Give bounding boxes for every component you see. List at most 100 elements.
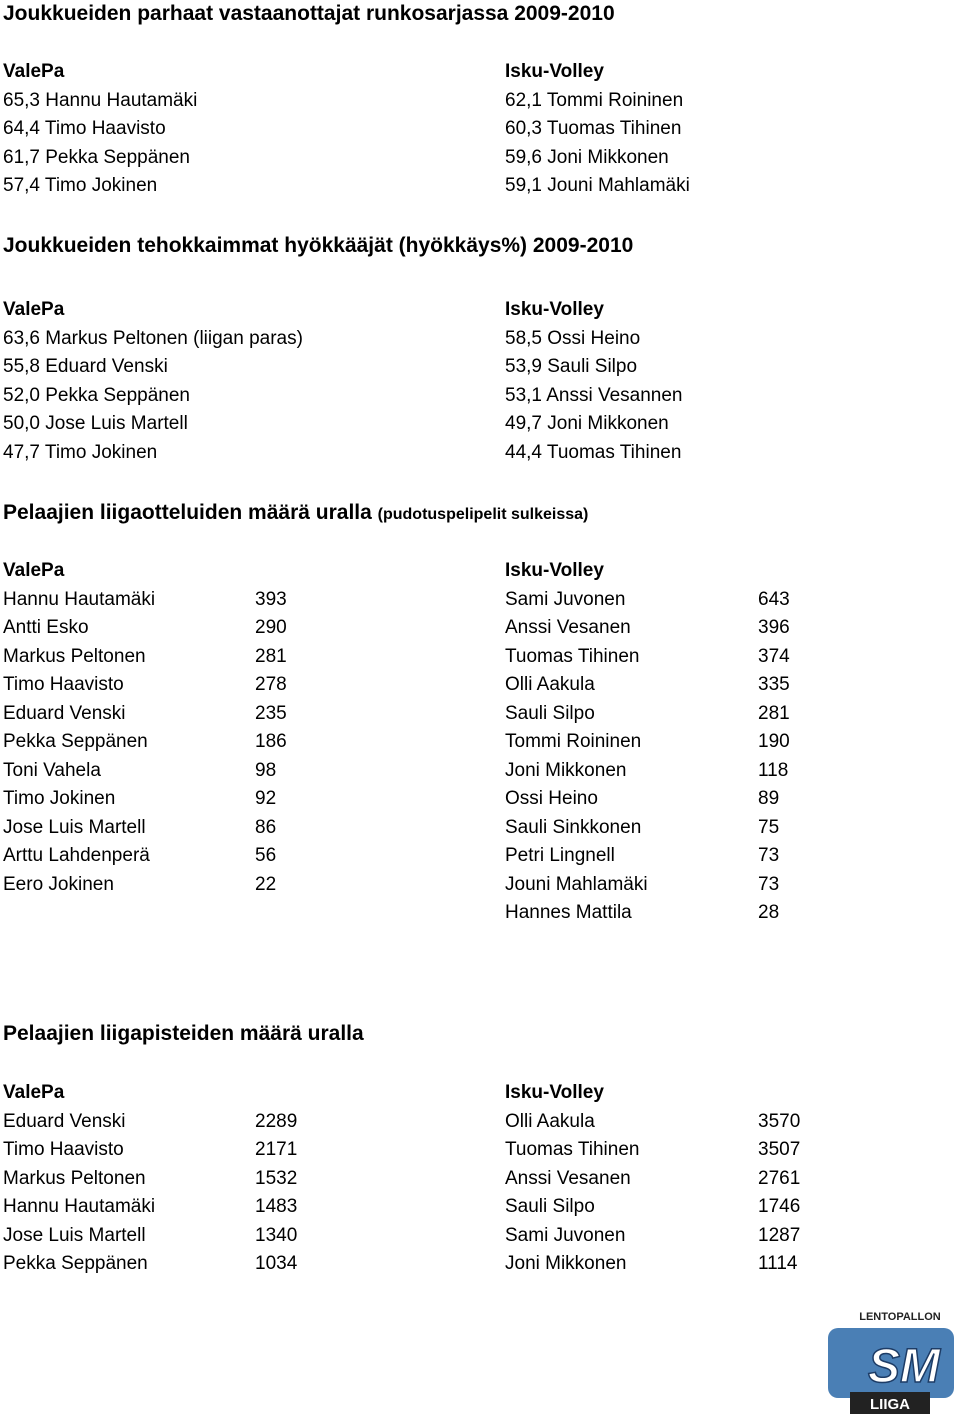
player-row: 63,6 Markus Peltonen (liigan paras) bbox=[3, 327, 303, 349]
player-name: Arttu Lahdenperä bbox=[3, 845, 150, 866]
player-name: Olli Aakula bbox=[505, 674, 595, 695]
logo-bottom: LIIGA bbox=[870, 1396, 910, 1413]
player-value: 1114 bbox=[758, 1253, 798, 1274]
team-name: Isku-Volley bbox=[505, 61, 604, 82]
player-value: 186 bbox=[255, 731, 287, 752]
player-name: Tuomas Tihinen bbox=[505, 1139, 640, 1160]
player-name: Olli Aakula bbox=[505, 1110, 595, 1132]
player-value: 22 bbox=[255, 873, 277, 895]
player-name: Hannu Hautamäki bbox=[3, 588, 156, 610]
player-value: 56 bbox=[255, 845, 277, 866]
team-name: ValePa bbox=[3, 560, 65, 581]
section-title-text: Pelaajien liigaotteluiden määrä uralla bbox=[3, 501, 372, 524]
player-name: Tuomas Tihinen bbox=[505, 645, 640, 667]
player-value: 396 bbox=[758, 617, 790, 638]
player-row: 57,4 Timo Jokinen bbox=[3, 175, 158, 196]
player-value: 89 bbox=[758, 788, 780, 809]
player-name: Markus Peltonen bbox=[3, 1167, 146, 1189]
player-value: 393 bbox=[255, 588, 287, 610]
section-title: Joukkueiden parhaat vastaanottajat runko… bbox=[3, 2, 615, 25]
player-row: 59,1 Jouni Mahlamäki bbox=[505, 175, 690, 196]
player-row: 53,9 Sauli Silpo bbox=[505, 356, 638, 377]
player-value: 1746 bbox=[758, 1196, 801, 1217]
player-name: Timo Haavisto bbox=[3, 1139, 124, 1160]
player-value: 28 bbox=[758, 902, 780, 923]
player-row: 58,5 Ossi Heino bbox=[505, 327, 641, 349]
section-title: Pelaajien liigapisteiden määrä uralla bbox=[3, 1022, 364, 1045]
player-value: 86 bbox=[255, 816, 277, 838]
player-value: 290 bbox=[255, 617, 287, 638]
player-value: 2761 bbox=[758, 1167, 801, 1189]
player-name: Eero Jokinen bbox=[3, 873, 114, 895]
player-value: 75 bbox=[758, 816, 780, 838]
player-name: Ossi Heino bbox=[505, 788, 598, 809]
player-row: 44,4 Tuomas Tihinen bbox=[505, 441, 682, 463]
player-name: Jouni Mahlamäki bbox=[505, 873, 648, 895]
player-name: Sami Juvonen bbox=[505, 588, 626, 610]
team-name: Isku-Volley bbox=[505, 1082, 604, 1103]
player-value: 1483 bbox=[255, 1196, 298, 1217]
player-name: Sauli Silpo bbox=[505, 1196, 595, 1217]
player-value: 73 bbox=[758, 845, 780, 866]
player-value: 374 bbox=[758, 645, 790, 667]
player-row: 61,7 Pekka Seppänen bbox=[3, 146, 190, 168]
player-name: Eduard Venski bbox=[3, 1110, 126, 1132]
player-value: 190 bbox=[758, 731, 790, 752]
player-name: Timo Jokinen bbox=[3, 788, 116, 809]
player-value: 235 bbox=[255, 702, 287, 724]
player-value: 98 bbox=[255, 759, 277, 781]
player-row: 59,6 Joni Mikkonen bbox=[505, 146, 669, 168]
player-row: 62,1 Tommi Roininen bbox=[505, 89, 684, 111]
player-value: 281 bbox=[255, 645, 287, 667]
player-name: Eduard Venski bbox=[3, 702, 126, 724]
player-row: 55,8 Eduard Venski bbox=[3, 356, 168, 377]
player-name: Anssi Vesanen bbox=[505, 1167, 631, 1189]
player-name: Markus Peltonen bbox=[3, 645, 146, 667]
player-name: Petri Lingnell bbox=[505, 845, 615, 866]
player-row: 49,7 Joni Mikkonen bbox=[505, 413, 669, 434]
team-name: Isku-Volley bbox=[505, 560, 604, 581]
player-row: 65,3 Hannu Hautamäki bbox=[3, 89, 198, 111]
player-value: 278 bbox=[255, 674, 287, 695]
player-row: 47,7 Timo Jokinen bbox=[3, 441, 158, 463]
player-value: 1340 bbox=[255, 1224, 298, 1246]
player-name: Sami Juvonen bbox=[505, 1224, 626, 1246]
player-value: 3507 bbox=[758, 1139, 801, 1160]
player-name: Timo Haavisto bbox=[3, 674, 124, 695]
player-name: Sauli Sinkkonen bbox=[505, 816, 642, 838]
player-value: 1034 bbox=[255, 1253, 298, 1274]
player-value: 118 bbox=[758, 759, 789, 781]
player-name: Pekka Seppänen bbox=[3, 731, 148, 752]
player-value: 73 bbox=[758, 873, 780, 895]
section-title: Joukkueiden tehokkaimmat hyökkääjät (hyö… bbox=[3, 234, 634, 257]
logo-top: LENTOPALLON bbox=[859, 1311, 941, 1323]
player-value: 281 bbox=[758, 702, 790, 724]
player-value: 335 bbox=[758, 674, 790, 695]
player-value: 1532 bbox=[255, 1167, 298, 1189]
logo: LENTOPALLON SM LIIGA bbox=[828, 1311, 954, 1414]
player-row: 52,0 Pekka Seppänen bbox=[3, 384, 190, 406]
player-name: Hannu Hautamäki bbox=[3, 1196, 156, 1217]
player-value: 2289 bbox=[255, 1110, 298, 1132]
player-name: Pekka Seppänen bbox=[3, 1253, 148, 1274]
player-name: Antti Esko bbox=[3, 617, 89, 638]
player-name: Sauli Silpo bbox=[505, 702, 595, 724]
section-title: Pelaajien liigaotteluiden määrä uralla (… bbox=[3, 501, 588, 527]
player-name: Tommi Roininen bbox=[505, 731, 642, 752]
player-value: 2171 bbox=[255, 1139, 298, 1160]
player-value: 92 bbox=[255, 788, 277, 809]
player-row: 60,3 Tuomas Tihinen bbox=[505, 118, 682, 139]
team-name: ValePa bbox=[3, 61, 65, 82]
player-row: 64,4 Timo Haavisto bbox=[3, 118, 166, 139]
logo-band bbox=[850, 1392, 930, 1414]
team-name: ValePa bbox=[3, 299, 65, 320]
logo-mark: SM bbox=[868, 1340, 941, 1393]
player-name: Toni Vahela bbox=[3, 759, 101, 781]
player-value: 1287 bbox=[758, 1224, 801, 1246]
player-value: 3570 bbox=[758, 1110, 801, 1132]
team-name: Isku-Volley bbox=[505, 299, 604, 320]
player-row: 50,0 Jose Luis Martell bbox=[3, 413, 188, 434]
player-name: Hannes Mattila bbox=[505, 902, 632, 923]
team-name: ValePa bbox=[3, 1082, 65, 1103]
